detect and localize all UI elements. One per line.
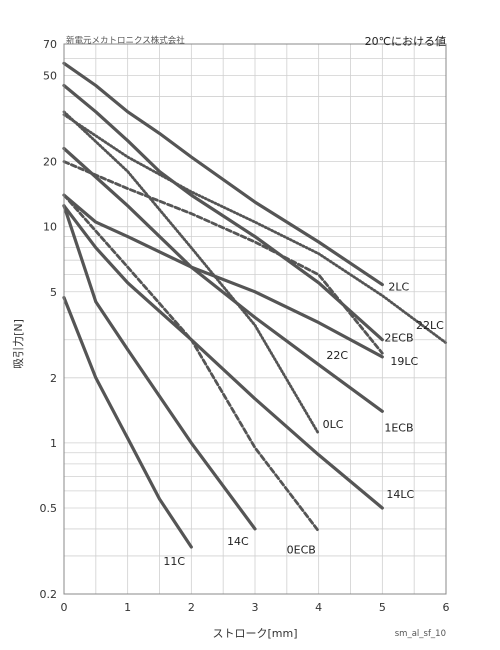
series-line-0lc (62, 110, 321, 436)
x-tick-label: 5 (379, 601, 386, 614)
y-axis-title: 吸引力[N] (11, 319, 25, 369)
series-label-11c: 11C (163, 555, 185, 568)
series-label-1ecb: 1ECB (384, 421, 413, 434)
y-tick-label: 2 (50, 372, 57, 385)
y-tick-label: 70 (43, 38, 57, 51)
series-label-0lc: 0LC (323, 418, 344, 431)
y-tick-label: 50 (43, 70, 57, 83)
series-line-1ecb (62, 146, 384, 413)
x-axis-title: ストローク[mm] (212, 627, 297, 640)
series-line-14c (62, 204, 257, 531)
x-tick-label: 6 (443, 601, 450, 614)
plot-frame (63, 43, 447, 595)
series-label-0ecb: 0ECB (287, 543, 316, 556)
y-tick-label: 5 (50, 286, 57, 299)
y-tick-label: 0.2 (40, 588, 58, 601)
y-tick-label: 0.5 (40, 502, 58, 515)
company-name: 新電元メカトロニクス株式会社 (66, 35, 185, 46)
series-label-14lc: 14LC (386, 488, 414, 501)
series-line-22c (62, 160, 384, 355)
series-line-22lc (62, 113, 448, 345)
y-tick-label: 10 (43, 221, 57, 234)
x-tick-label: 1 (124, 601, 131, 614)
axis-ticks: 0 1 2 3 4 5 6 0.2 0.5 1 2 5 10 20 50 70 (40, 38, 450, 614)
series-line-11c (62, 296, 193, 549)
y-tick-label: 1 (50, 437, 57, 450)
series-label-22lc: 22LC (416, 319, 444, 332)
x-tick-label: 3 (252, 601, 259, 614)
series-line-2ecb (62, 83, 384, 342)
series-label-14c: 14C (227, 535, 249, 548)
condition-note: 20℃における値 (365, 35, 446, 48)
series-group (62, 61, 448, 549)
x-tick-label: 0 (61, 601, 68, 614)
series-label-19lc: 19LC (390, 355, 418, 368)
series-line-0ecb (62, 193, 321, 533)
series-label-2ecb: 2ECB (384, 332, 413, 345)
series-label-22c: 22C (326, 349, 348, 362)
figure-code: sm_al_sf_10 (395, 629, 446, 639)
x-tick-label: 2 (188, 601, 195, 614)
y-tick-label: 20 (43, 156, 57, 169)
series-label-2lc: 2LC (388, 281, 409, 294)
x-tick-label: 4 (315, 601, 322, 614)
series-line-2lc (62, 61, 384, 287)
